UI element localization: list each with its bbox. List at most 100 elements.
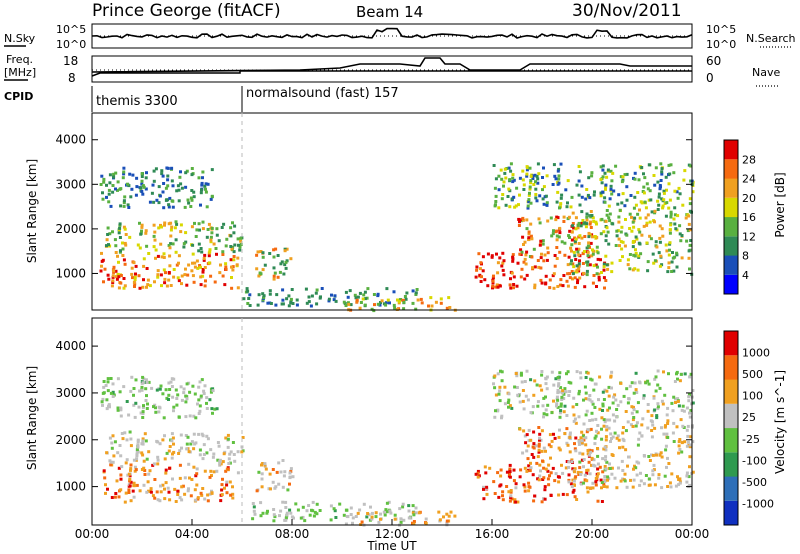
heatmap-cell	[591, 402, 595, 406]
heatmap-cell	[562, 215, 566, 219]
heatmap-cell	[333, 294, 337, 298]
heatmap-cell	[231, 492, 235, 496]
heatmap-cell	[260, 477, 264, 481]
heatmap-cell	[100, 400, 104, 404]
heatmap-cell	[481, 255, 485, 259]
heatmap-cell	[638, 216, 642, 220]
heatmap-cell	[207, 261, 211, 265]
heatmap-cell	[525, 172, 529, 176]
heatmap-cell	[419, 297, 423, 301]
heatmap-cell	[577, 415, 581, 419]
heatmap-cell	[273, 486, 277, 490]
heatmap-cell	[518, 252, 522, 256]
heatmap-cell	[618, 244, 621, 248]
heatmap-cell	[155, 490, 159, 494]
heatmap-cell	[497, 392, 501, 396]
heatmap-cell	[147, 472, 151, 476]
heatmap-cell	[190, 173, 194, 177]
heatmap-cell	[646, 187, 650, 191]
heatmap-cell	[554, 230, 558, 234]
heatmap-cell	[281, 500, 285, 504]
heatmap-cell	[172, 268, 176, 271]
heatmap-cell	[538, 243, 542, 247]
heatmap-cell	[135, 448, 139, 451]
heatmap-cell	[195, 228, 199, 232]
heatmap-cell	[524, 253, 528, 257]
heatmap-cell	[570, 485, 574, 488]
heatmap-cell	[119, 414, 123, 418]
heatmap-cell	[122, 385, 126, 389]
heatmap-cell	[186, 489, 190, 493]
heatmap-cell	[210, 168, 214, 172]
heatmap-cell	[652, 174, 656, 177]
heatmap-cell	[358, 306, 362, 310]
heatmap-cell	[541, 176, 544, 179]
heatmap-cell	[445, 512, 449, 516]
heatmap-cell	[645, 221, 649, 225]
heatmap-cell	[125, 458, 129, 462]
cpid-label: CPID	[4, 90, 33, 103]
heatmap-cell	[670, 472, 674, 476]
heatmap-cell	[544, 408, 548, 412]
heatmap-cell	[541, 242, 545, 246]
heatmap-cell	[573, 239, 577, 243]
heatmap-cell	[542, 415, 545, 419]
heatmap-cell	[261, 251, 265, 255]
heatmap-cell	[571, 211, 575, 215]
heatmap-cell	[281, 485, 285, 489]
heatmap-cell	[542, 185, 546, 189]
heatmap-cell	[543, 497, 547, 501]
heatmap-cell	[541, 188, 544, 192]
heatmap-cell	[667, 372, 670, 376]
heatmap-cell	[667, 206, 671, 210]
heatmap-cell	[203, 284, 207, 288]
heatmap-cell	[205, 205, 209, 209]
heatmap-cell	[285, 259, 289, 263]
heatmap-cell	[674, 401, 677, 404]
heatmap-cell	[209, 274, 213, 278]
heatmap-cell	[378, 303, 382, 307]
heatmap-cell	[660, 426, 663, 430]
heatmap-cell	[564, 188, 568, 192]
heatmap-cell	[225, 491, 229, 495]
heatmap-cell	[637, 228, 641, 232]
heatmap-cell	[582, 271, 586, 275]
heatmap-cell	[638, 230, 642, 234]
heatmap-cell	[660, 399, 664, 403]
heatmap-cell	[236, 256, 240, 260]
heatmap-cell	[236, 286, 240, 290]
heatmap-cell	[132, 280, 136, 284]
heatmap-cell	[248, 304, 252, 307]
heatmap-cell	[544, 395, 547, 399]
heatmap-cell	[505, 470, 509, 474]
heatmap-cell	[504, 176, 508, 180]
heatmap-cell	[689, 443, 693, 447]
heatmap-cell	[251, 502, 255, 505]
heatmap-cell	[573, 254, 577, 258]
heatmap-cell	[445, 521, 449, 525]
heatmap-cell	[107, 243, 110, 247]
heatmap-cell	[205, 434, 209, 438]
heatmap-cell	[602, 398, 606, 401]
heatmap-cell	[617, 466, 620, 470]
heatmap-cell	[180, 282, 183, 286]
heatmap-cell	[116, 451, 120, 455]
heatmap-cell	[239, 242, 243, 246]
heatmap-cell	[101, 191, 104, 195]
heatmap-cell	[580, 458, 584, 462]
heatmap-cell	[301, 515, 305, 519]
heatmap-cell	[605, 209, 609, 212]
heatmap-cell	[198, 409, 202, 413]
heatmap-cell	[633, 195, 637, 199]
heatmap-cell	[494, 409, 497, 413]
heatmap-cell	[116, 188, 119, 192]
heatmap-cell	[498, 284, 502, 288]
heatmap-cell	[167, 490, 171, 494]
heatmap-cell	[102, 180, 106, 184]
heatmap-cell	[585, 471, 589, 475]
heatmap-cell	[201, 487, 205, 490]
heatmap-cell	[142, 264, 146, 268]
freq-label-1: Freq.	[6, 53, 33, 66]
heatmap-cell	[116, 272, 120, 276]
heatmap-cell	[358, 291, 362, 295]
